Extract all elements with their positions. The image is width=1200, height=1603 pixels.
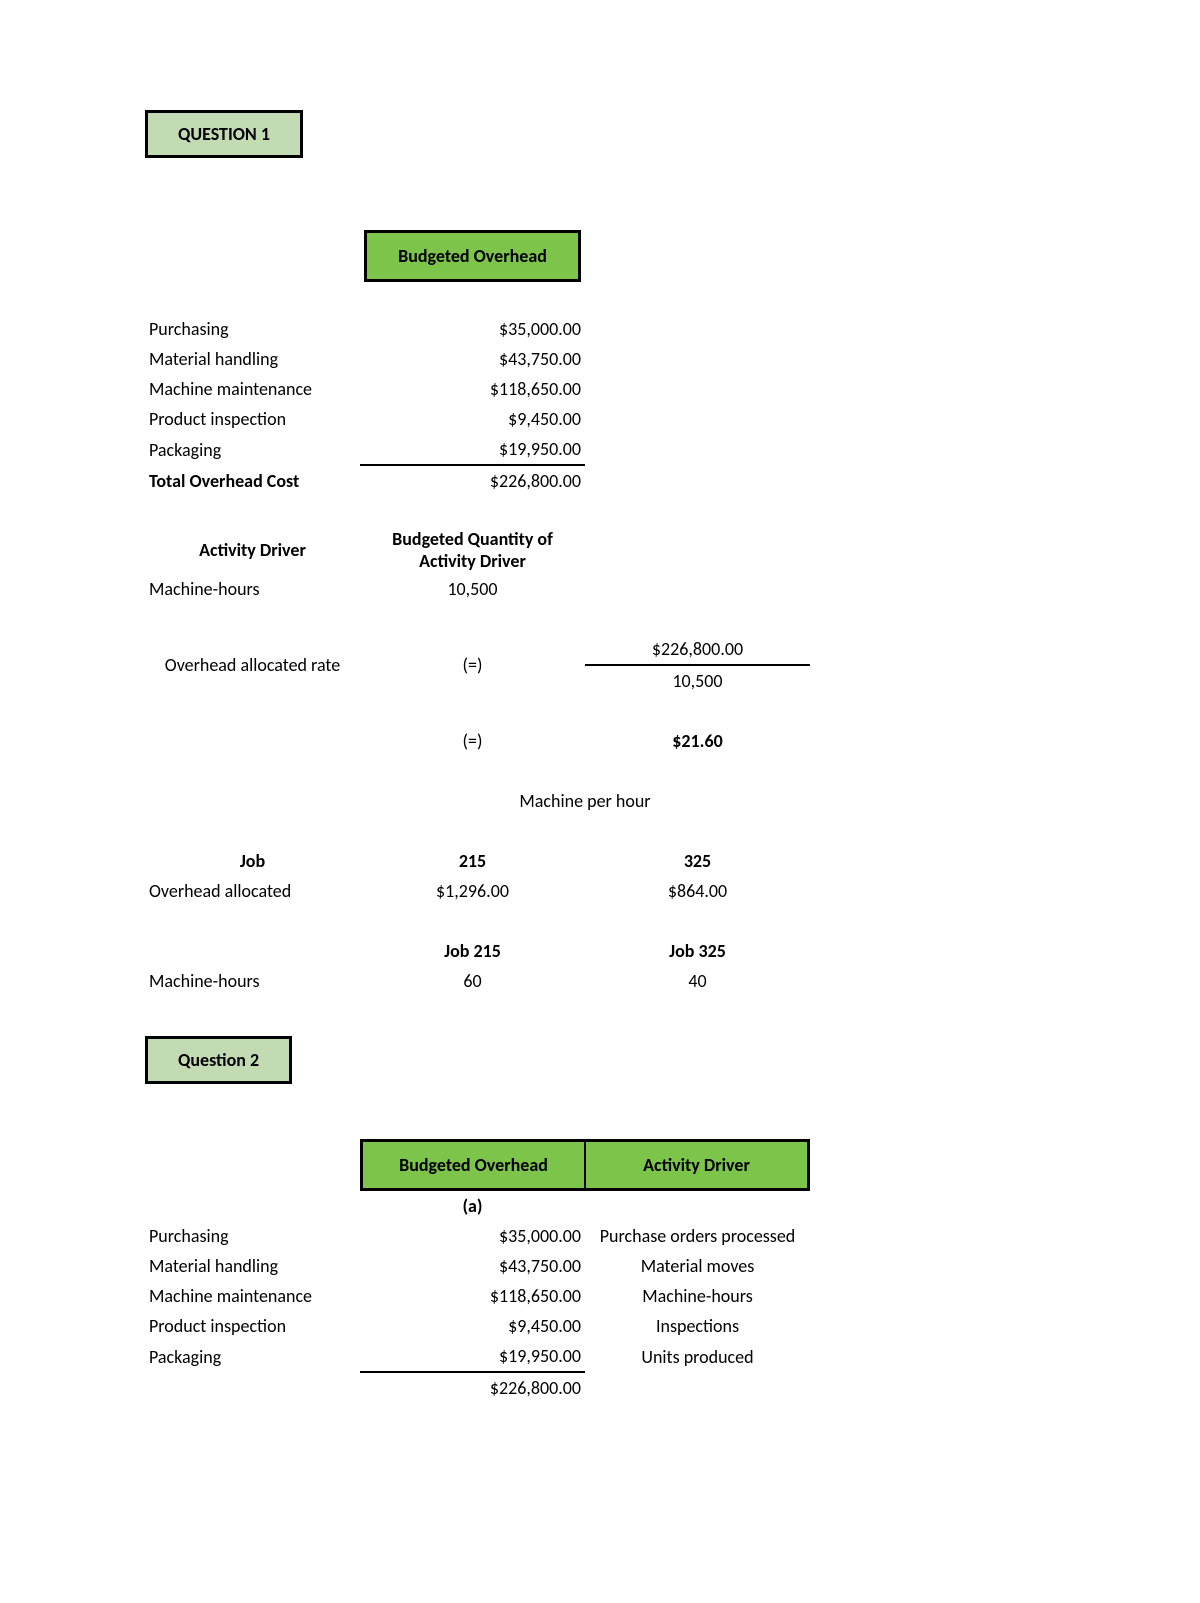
budgeted-qty-header: Budgeted Quantity of Activity Driver [360,526,585,574]
row-value: $9,450.00 [360,404,585,434]
q2-row: Material handling $43,750.00 Material mo… [145,1251,810,1281]
overhead-total-row: Total Overhead Cost $226,800.00 [145,465,810,496]
row-value: $43,750.00 [360,344,585,374]
q2-total-row: $226,800.00 [145,1372,810,1403]
row-label: Purchasing [145,314,360,344]
activity-driver-header-2: Activity Driver [585,1139,810,1191]
q1-table: Budgeted Overhead Purchasing $35,000.00 … [145,228,810,996]
row-value: $9,450.00 [360,1311,585,1341]
row-value: $35,000.00 [360,314,585,344]
machine-hours-label: Machine-hours [145,966,360,996]
overhead-allocated-label: Overhead allocated [145,876,360,906]
job-label: Job [145,846,360,876]
row-label: Packaging [145,434,360,465]
fraction-top: $226,800.00 [585,634,810,665]
equals-label: (=) [360,726,585,756]
budgeted-overhead-header: Budgeted Overhead [364,230,581,282]
overhead-row: Packaging $19,950.00 [145,434,810,465]
job-215-col: Job 215 [360,936,585,966]
row-label: Material handling [145,1251,360,1281]
mh-215: 60 [360,966,585,996]
job-215-header: 215 [360,846,585,876]
q2-row: Machine maintenance $118,650.00 Machine-… [145,1281,810,1311]
mh-325: 40 [585,966,810,996]
row-label: Machine maintenance [145,374,360,404]
q2-total: $226,800.00 [360,1372,585,1403]
driver-qty: 10,500 [360,574,585,604]
row-label: Material handling [145,344,360,374]
overhead-row: Purchasing $35,000.00 [145,314,810,344]
activity-driver-header: Activity Driver [145,526,360,574]
unit-label: Machine per hour [360,786,810,816]
row-driver: Material moves [585,1251,810,1281]
overhead-row: Machine maintenance $118,650.00 [145,374,810,404]
equals-label: (=) [360,634,585,696]
rate-result: $21.60 [585,726,810,756]
alloc-325: $864.00 [585,876,810,906]
rate-label: Overhead allocated rate [145,634,360,696]
row-driver: Purchase orders processed [585,1221,810,1251]
overhead-row: Material handling $43,750.00 [145,344,810,374]
row-value: $118,650.00 [360,1281,585,1311]
row-label: Product inspection [145,1311,360,1341]
budgeted-overhead-header-2: Budgeted Overhead [360,1139,585,1191]
row-driver: Machine-hours [585,1281,810,1311]
page: QUESTION 1 Budgeted Overhead Purchasing … [0,0,1200,1603]
row-label: Packaging [145,1341,360,1372]
row-value: $43,750.00 [360,1251,585,1281]
row-value: $19,950.00 [360,1341,585,1372]
sub-a-label: (a) [360,1191,585,1221]
row-driver: Units produced [585,1341,810,1372]
fraction-bottom: 10,500 [585,665,810,696]
row-label: Purchasing [145,1221,360,1251]
question-1-title: QUESTION 1 [145,110,303,158]
row-value: $35,000.00 [360,1221,585,1251]
driver-name: Machine-hours [145,574,360,604]
row-value: $19,950.00 [360,434,585,465]
total-label: Total Overhead Cost [145,465,360,496]
row-value: $118,650.00 [360,374,585,404]
alloc-215: $1,296.00 [360,876,585,906]
q2-row: Packaging $19,950.00 Units produced [145,1341,810,1372]
overhead-row: Product inspection $9,450.00 [145,404,810,434]
q2-row: Purchasing $35,000.00 Purchase orders pr… [145,1221,810,1251]
q2-row: Product inspection $9,450.00 Inspections [145,1311,810,1341]
job-325-col: Job 325 [585,936,810,966]
question-2-title: Question 2 [145,1036,292,1084]
row-label: Machine maintenance [145,1281,360,1311]
job-325-header: 325 [585,846,810,876]
row-label: Product inspection [145,404,360,434]
row-driver: Inspections [585,1311,810,1341]
q2-table: Budgeted Overhead Activity Driver (a) Pu… [145,1139,810,1403]
total-value: $226,800.00 [360,465,585,496]
